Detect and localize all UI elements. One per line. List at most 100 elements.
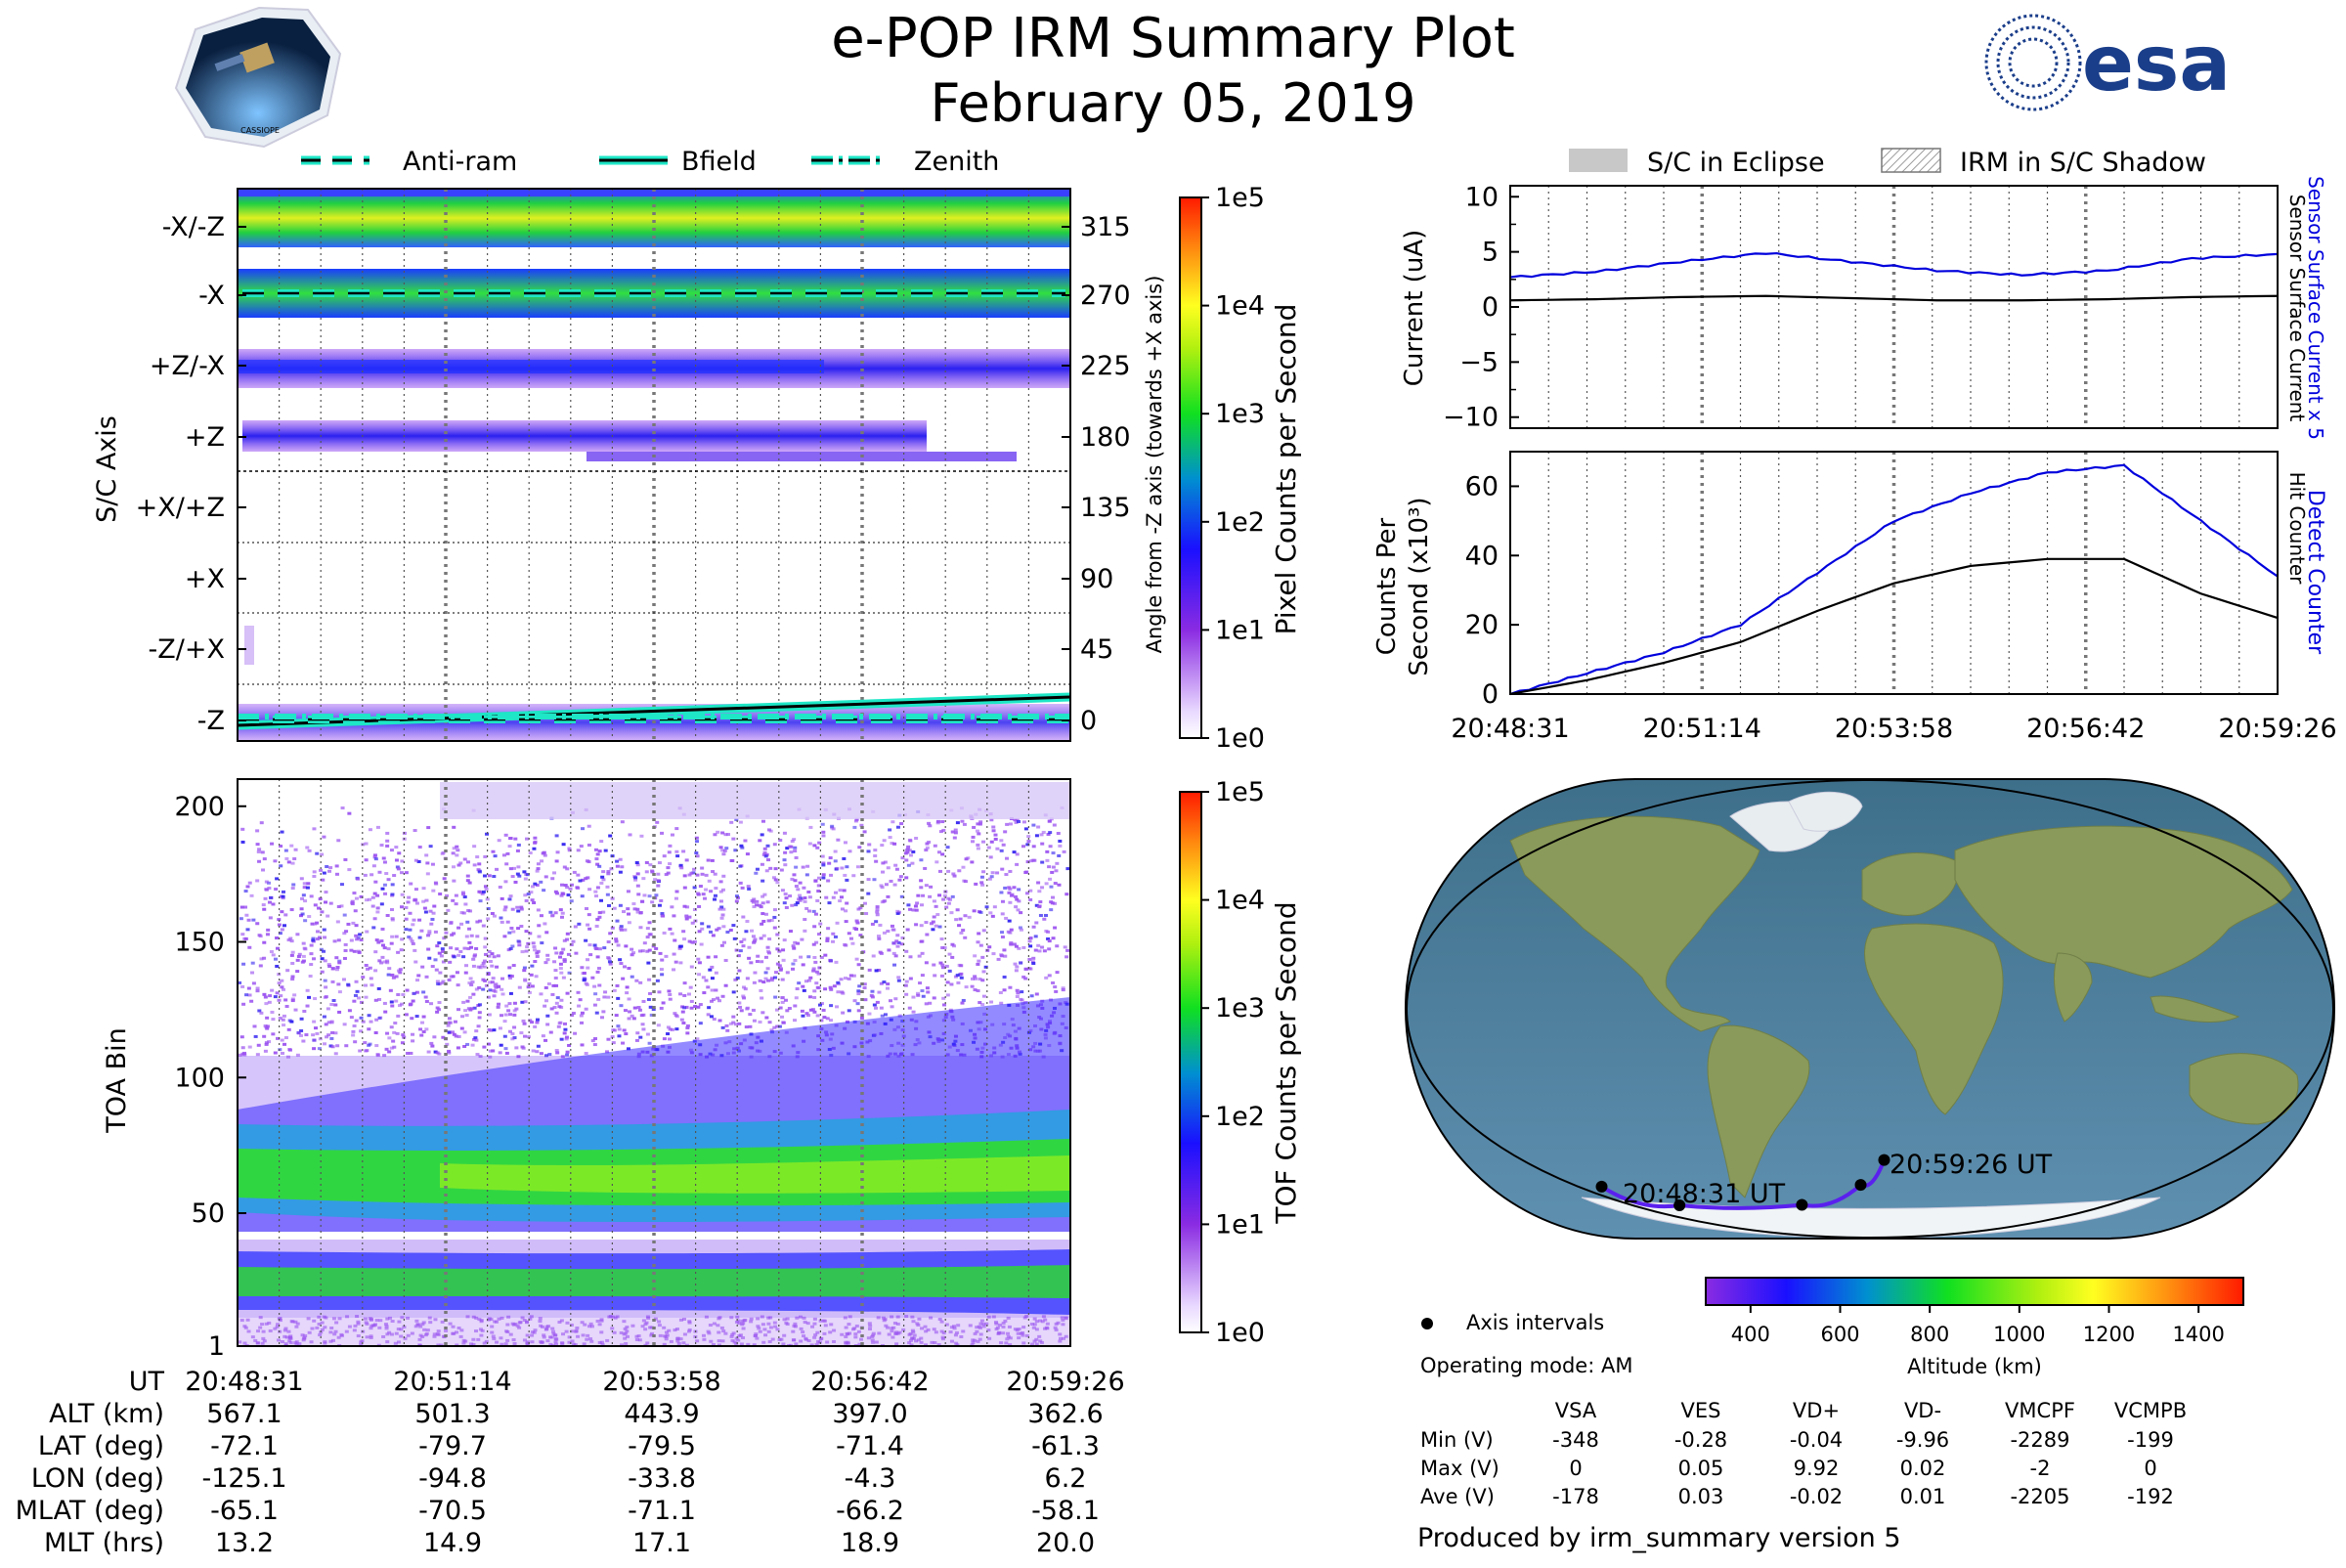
toa-noise-pixel bbox=[387, 967, 392, 971]
toa-noise-pixel bbox=[595, 1319, 600, 1323]
toa-noise-pixel bbox=[989, 818, 994, 822]
toa-noise-pixel bbox=[670, 932, 674, 936]
toa-noise-pixel bbox=[317, 906, 322, 910]
toa-noise-pixel bbox=[311, 936, 316, 940]
toa-noise-pixel bbox=[601, 878, 606, 882]
toa-noise-pixel bbox=[881, 870, 886, 874]
toa-noise-pixel bbox=[1041, 1315, 1046, 1319]
toa-noise-pixel bbox=[399, 1334, 404, 1338]
toa-noise-pixel bbox=[977, 832, 981, 836]
toa-noise-pixel bbox=[952, 944, 957, 948]
toa-noise-pixel bbox=[526, 893, 531, 896]
toa-noise-pixel bbox=[580, 1321, 585, 1325]
toa-noise-pixel bbox=[809, 1343, 814, 1347]
toa-noise-pixel bbox=[385, 844, 390, 848]
toa-noise-pixel bbox=[999, 953, 1004, 957]
toa-noise-pixel bbox=[894, 867, 899, 871]
toa-noise-pixel bbox=[963, 936, 968, 939]
toa-noise-pixel bbox=[602, 995, 607, 999]
toa-noise-pixel bbox=[292, 857, 297, 861]
toa-noise-pixel bbox=[365, 1322, 369, 1326]
toa-noise-pixel bbox=[751, 935, 756, 938]
toa-noise-pixel bbox=[736, 1338, 741, 1342]
toa-noise-pixel bbox=[635, 863, 640, 867]
toa-noise-pixel bbox=[387, 1050, 392, 1054]
toa-noise-pixel bbox=[762, 847, 767, 850]
toa-noise-pixel bbox=[908, 907, 913, 911]
toa-noise-pixel bbox=[981, 840, 986, 844]
toa-noise-pixel bbox=[970, 977, 975, 980]
toa-noise-pixel bbox=[330, 1030, 335, 1034]
toa-noise-pixel bbox=[511, 964, 516, 968]
toa-noise-pixel bbox=[522, 1338, 527, 1342]
toa-noise-pixel bbox=[645, 949, 650, 953]
toa-noise-pixel bbox=[660, 831, 665, 835]
toa-noise-pixel bbox=[579, 1014, 584, 1018]
toa-noise-pixel bbox=[466, 1007, 471, 1011]
toa-noise-pixel bbox=[821, 861, 826, 865]
toa-noise-pixel bbox=[330, 1045, 335, 1049]
toa-noise-pixel bbox=[516, 843, 521, 847]
toa-noise-pixel bbox=[915, 1322, 920, 1326]
toa-noise-pixel bbox=[957, 924, 962, 928]
toa-noise-pixel bbox=[797, 981, 802, 985]
toa-noise-pixel bbox=[324, 900, 328, 904]
toa-noise-pixel bbox=[675, 854, 680, 858]
toa-noise-pixel bbox=[908, 853, 913, 857]
toa-noise-pixel bbox=[1021, 1331, 1025, 1335]
toa-noise-pixel bbox=[829, 1019, 834, 1023]
toa-noise-pixel bbox=[709, 890, 714, 893]
toa-noise-pixel bbox=[471, 957, 476, 961]
toa-noise-pixel bbox=[470, 980, 475, 984]
ut-row-label: MLT (hrs) bbox=[44, 1528, 164, 1558]
toa-noise-pixel bbox=[942, 893, 947, 897]
toa-noise-pixel bbox=[978, 1332, 983, 1336]
toa-noise-pixel bbox=[818, 1337, 823, 1341]
toa-noise-pixel bbox=[980, 883, 985, 887]
toa-noise-pixel bbox=[283, 1327, 288, 1330]
toa-noise-pixel bbox=[1057, 883, 1062, 887]
toa-noise-pixel bbox=[422, 1328, 427, 1331]
toa-noise-pixel bbox=[674, 890, 679, 893]
toa-noise-pixel bbox=[296, 1031, 301, 1035]
toa-noise-pixel bbox=[398, 968, 403, 972]
toa-noise-pixel bbox=[548, 910, 553, 914]
toa-noise-pixel bbox=[832, 984, 837, 988]
toa-noise-pixel bbox=[451, 1331, 456, 1335]
toa-noise-pixel bbox=[242, 1053, 247, 1057]
toa-noise-pixel bbox=[694, 836, 699, 840]
toa-noise-pixel bbox=[584, 877, 588, 881]
toa-noise-pixel bbox=[251, 918, 256, 922]
toa-noise-pixel bbox=[941, 828, 946, 832]
toa-noise-pixel bbox=[1013, 962, 1018, 966]
toa-noise-pixel bbox=[599, 840, 604, 844]
toa-noise-pixel bbox=[940, 963, 945, 967]
pixel-colorbar-label: Pixel Counts per Second bbox=[1270, 304, 1302, 635]
toa-noise-pixel bbox=[382, 960, 387, 964]
toa-noise-pixel bbox=[980, 1003, 985, 1007]
toa-noise-pixel bbox=[521, 1046, 526, 1050]
sc-axis-yticks: -X/-Z-X+Z/-X+Z+X/+Z+X-Z/+X-Z bbox=[136, 212, 246, 736]
toa-noise-pixel bbox=[507, 845, 512, 849]
toa-noise-pixel bbox=[695, 892, 700, 895]
toa-noise-pixel bbox=[511, 1338, 516, 1342]
toa-noise-pixel bbox=[343, 857, 348, 861]
toa-noise-pixel bbox=[817, 1003, 822, 1007]
toa-noise-pixel bbox=[560, 1342, 565, 1346]
toa-noise-pixel bbox=[452, 955, 456, 959]
toa-noise-pixel bbox=[377, 959, 382, 963]
toa-noise-pixel bbox=[576, 849, 581, 852]
toa-noise-pixel bbox=[821, 1008, 826, 1012]
toa-noise-pixel bbox=[387, 1330, 392, 1334]
toa-noise-pixel bbox=[542, 1335, 546, 1339]
toa-noise-pixel bbox=[728, 929, 733, 933]
colorbar-tick-label: 1e4 bbox=[1215, 291, 1265, 322]
toa-noise-pixel bbox=[738, 949, 743, 953]
toa-noise-pixel bbox=[261, 868, 266, 872]
toa-noise-pixel bbox=[461, 911, 466, 915]
toa-noise-pixel bbox=[867, 843, 872, 847]
toa-noise-pixel bbox=[1006, 1316, 1011, 1320]
voltage-cell: -2289 bbox=[2010, 1428, 2069, 1452]
toa-noise-pixel bbox=[477, 985, 482, 989]
toa-noise-pixel bbox=[477, 1003, 482, 1007]
